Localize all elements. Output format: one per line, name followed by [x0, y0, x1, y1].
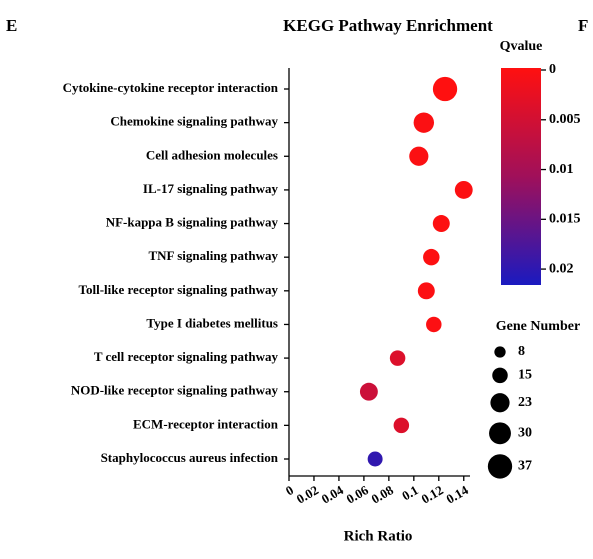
y-tick-label: Chemokine signaling pathway	[110, 114, 278, 129]
size-legend-label: 23	[518, 395, 532, 410]
bubble	[409, 146, 429, 166]
size-legend-marker	[487, 454, 513, 479]
panel-label: F	[578, 16, 588, 35]
colorbar-tick-label: 0.02	[549, 261, 574, 276]
y-tick-label: NF-kappa B signaling pathway	[106, 215, 279, 230]
size-legend-marker	[489, 422, 511, 445]
y-tick-label: Cell adhesion molecules	[146, 147, 278, 162]
y-tick-label: Toll-like receptor signaling pathway	[79, 282, 279, 297]
bubble	[454, 180, 473, 199]
size-legend-label: 8	[518, 344, 525, 359]
bubble	[417, 282, 435, 300]
panel-label: E	[6, 16, 17, 35]
bubble	[423, 248, 440, 266]
chart-title: KEGG Pathway Enrichment	[283, 16, 493, 35]
x-tick-label: 0.1	[399, 482, 421, 503]
x-axis-title: Rich Ratio	[344, 528, 413, 544]
size-legend-marker	[492, 367, 508, 384]
colorbar	[501, 68, 541, 285]
x-tick-label: 0.08	[369, 482, 397, 507]
bubble	[389, 350, 406, 366]
x-tick-label: 0.02	[294, 482, 321, 506]
colorbar-title: Qvalue	[500, 39, 543, 54]
colorbar-tick-label: 0.015	[549, 212, 581, 227]
x-tick-label: 0.14	[444, 482, 472, 507]
size-legend-label: 30	[518, 426, 532, 441]
y-tick-label: NOD-like receptor signaling pathway	[71, 383, 279, 398]
bubble	[426, 316, 442, 333]
x-tick-label: 0.06	[344, 482, 372, 507]
bubble	[359, 382, 378, 401]
x-tick-label: 0.12	[419, 482, 446, 506]
size-legend-label: 37	[518, 459, 532, 474]
bubble	[367, 451, 383, 467]
y-tick-label: Staphylococcus aureus infection	[101, 450, 279, 465]
size-legend-marker	[494, 346, 506, 358]
x-tick-label: 0.04	[319, 482, 347, 507]
y-tick-label: IL-17 signaling pathway	[143, 181, 279, 196]
size-legend-label: 15	[518, 368, 532, 383]
y-tick-label: Cytokine-cytokine receptor interaction	[63, 80, 279, 95]
colorbar-tick-label: 0	[549, 62, 556, 77]
colorbar-tick-label: 0.005	[549, 112, 581, 127]
y-tick-label: TNF signaling pathway	[148, 248, 278, 263]
colorbar-tick-label: 0.01	[549, 162, 574, 177]
size-legend-marker	[490, 393, 510, 413]
bubble	[413, 112, 435, 133]
y-tick-label: Type I diabetes mellitus	[146, 315, 278, 330]
bubble	[393, 417, 410, 434]
bubble	[432, 76, 458, 102]
bubble	[432, 215, 450, 233]
y-tick-label: ECM-receptor interaction	[133, 416, 279, 431]
size-legend-title: Gene Number	[496, 319, 580, 334]
y-tick-label: T cell receptor signaling pathway	[94, 349, 279, 364]
